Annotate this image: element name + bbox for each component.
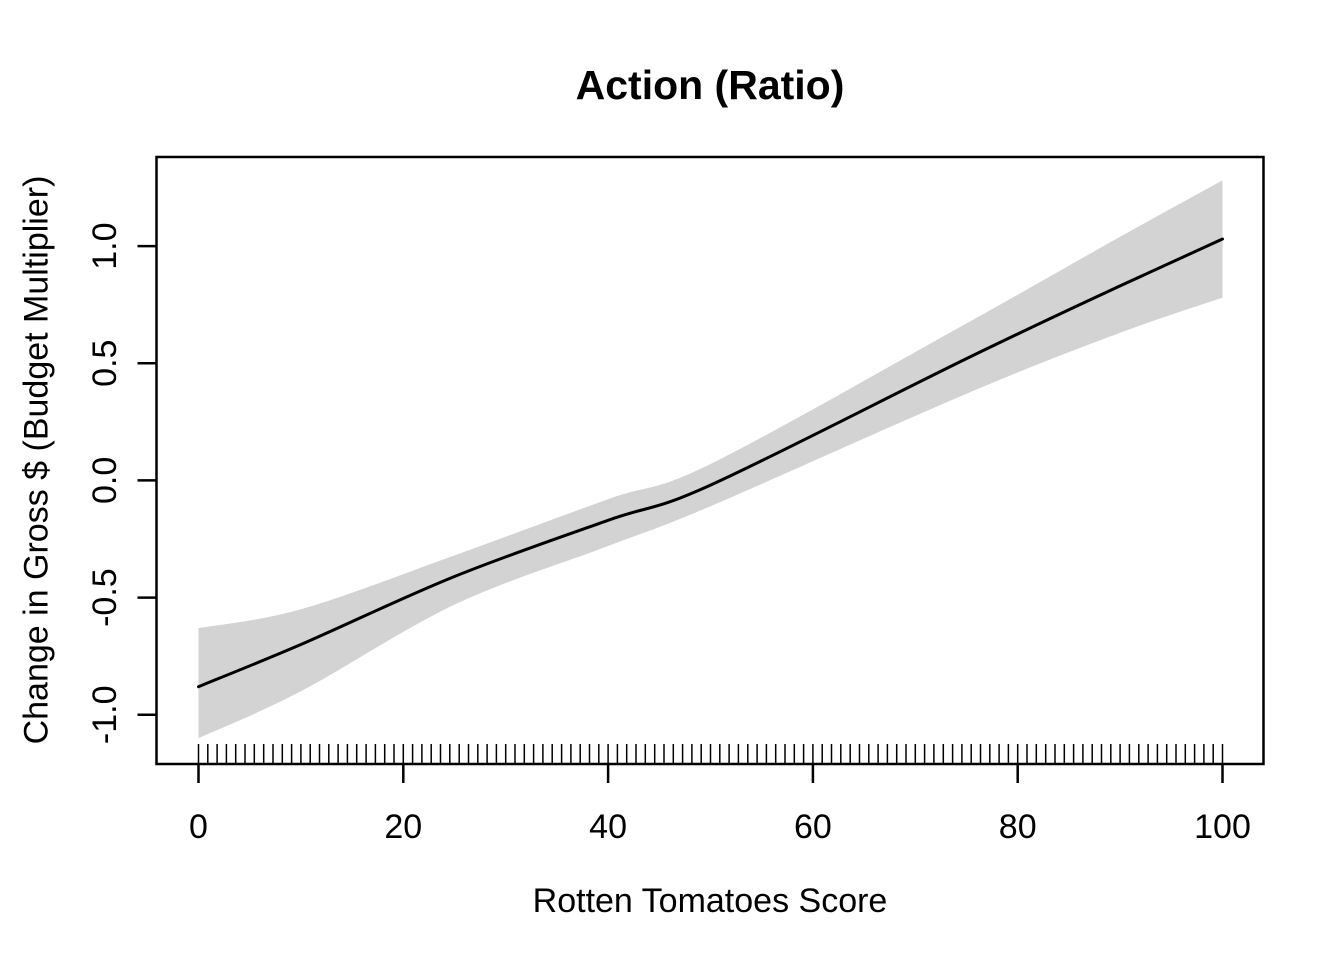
x-tick-label: 60 — [794, 808, 832, 846]
y-tick-label: 0.0 — [86, 457, 124, 504]
x-tick-label: 0 — [189, 808, 208, 846]
chart-title: Action (Ratio) — [575, 62, 845, 108]
x-axis-title: Rotten Tomatoes Score — [532, 882, 888, 920]
confidence-band — [198, 180, 1223, 739]
x-tick-label: 100 — [1194, 808, 1251, 846]
plot-box — [155, 155, 1265, 766]
x-tick-label: 80 — [999, 808, 1037, 846]
y-tick-label: -0.5 — [86, 568, 124, 627]
x-tick-label: 40 — [589, 808, 627, 846]
y-tick-label: 0.5 — [86, 340, 124, 387]
y-axis-title: Change in Gross $ (Budget Multiplier) — [17, 175, 56, 745]
y-tick-label: 1.0 — [86, 222, 124, 269]
y-tick-label: -1.0 — [86, 686, 124, 745]
fit-line — [197, 237, 1224, 689]
x-tick-label: 20 — [384, 808, 422, 846]
